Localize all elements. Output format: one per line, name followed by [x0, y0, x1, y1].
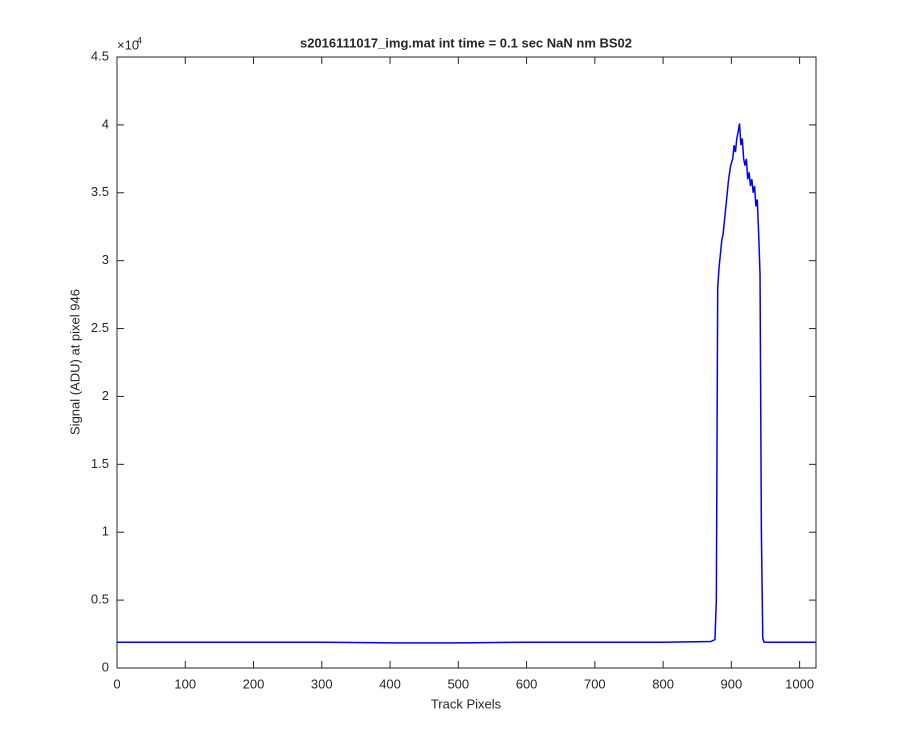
y-tick-label: 2	[102, 388, 109, 403]
plot-box	[116, 56, 817, 669]
y-tick-label: 0.5	[91, 592, 109, 607]
y-multiplier: ×10	[117, 37, 139, 52]
y-tick-label: 3.5	[91, 184, 109, 199]
y-tick-label: 4.5	[91, 48, 109, 63]
y-multiplier-exponent: 4	[137, 35, 142, 45]
data-line	[117, 123, 816, 644]
chart-title: s2016111017_img.mat int time = 0.1 sec N…	[300, 35, 632, 50]
x-tick-label: 700	[584, 676, 606, 691]
x-tick-label: 900	[721, 676, 743, 691]
x-axis-label: Track Pixels	[431, 696, 502, 711]
y-tick-label: 4	[102, 116, 109, 131]
x-tick-label: 500	[447, 676, 469, 691]
x-tick-label: 300	[311, 676, 333, 691]
y-tick-label: 0	[102, 659, 109, 674]
x-tick-label: 0	[113, 676, 120, 691]
y-tick-label: 2.5	[91, 320, 109, 335]
y-axis-label: Signal (ADU) at pixel 946	[67, 289, 82, 435]
y-tick-label: 3	[102, 252, 109, 267]
y-tick-label: 1.5	[91, 456, 109, 471]
x-tick-label: 1000	[785, 676, 814, 691]
x-tick-label: 800	[652, 676, 674, 691]
y-tick-label: 1	[102, 524, 109, 539]
x-tick-label: 200	[243, 676, 265, 691]
x-tick-label: 600	[516, 676, 538, 691]
x-tick-label: 100	[174, 676, 196, 691]
x-tick-label: 400	[379, 676, 401, 691]
